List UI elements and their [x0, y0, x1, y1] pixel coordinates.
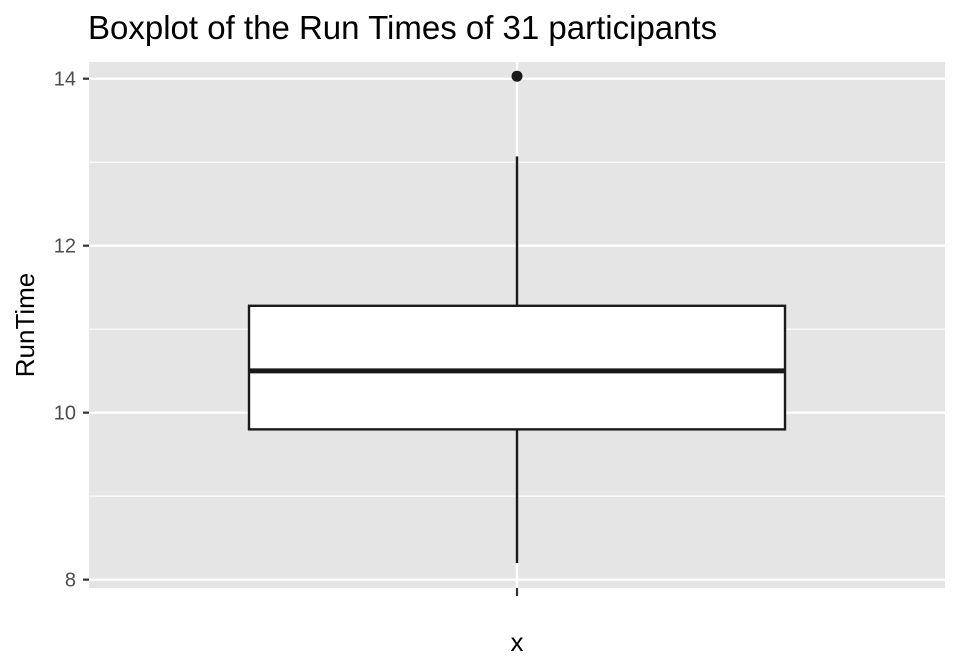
box-iqr: [247, 304, 787, 431]
y-tick-label: 8: [65, 570, 76, 592]
y-tick-label: 12: [54, 236, 76, 258]
y-tick-label: 10: [54, 403, 76, 425]
y-axis-ticks: 8 10 12 14: [54, 69, 89, 592]
x-axis-label: x: [511, 627, 524, 657]
boxplot: [247, 70, 787, 563]
y-axis-label: RunTime: [10, 273, 40, 378]
y-tick-label: 14: [54, 69, 76, 91]
chart-title: Boxplot of the Run Times of 31 participa…: [88, 9, 717, 46]
outlier-point: [511, 70, 523, 82]
